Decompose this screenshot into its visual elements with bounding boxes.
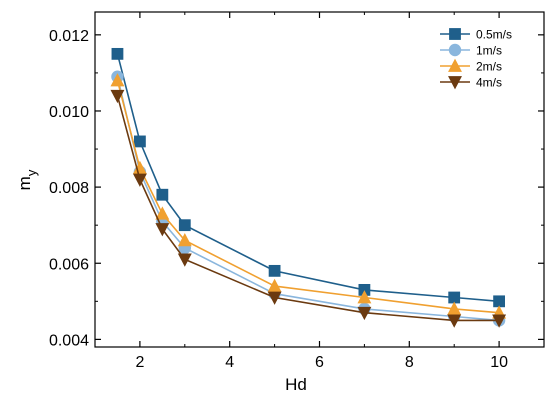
x-axis-label: Hd — [285, 375, 307, 394]
legend-marker — [449, 28, 461, 40]
series-line — [116, 95, 500, 322]
series-3 — [110, 73, 507, 319]
y-tick-label: 0.006 — [49, 256, 89, 273]
series-4 — [110, 89, 507, 328]
legend: 0.5m/s 1m/s 2m/s 4m/s — [440, 28, 512, 90]
legend-item: 0.5m/s — [440, 28, 512, 42]
y-axis-label-sub: y — [24, 169, 39, 176]
data-point — [155, 206, 170, 220]
data-point — [267, 291, 282, 305]
data-point — [267, 278, 282, 292]
data-point — [110, 89, 125, 104]
data-point — [110, 73, 125, 87]
legend-marker — [448, 76, 462, 90]
legend-marker — [448, 43, 462, 57]
y-tick-label: 0.012 — [49, 28, 89, 45]
x-tick-label: 6 — [315, 354, 324, 371]
data-point — [155, 223, 170, 237]
data-point — [448, 291, 461, 304]
data-point — [268, 264, 281, 277]
series-2 — [111, 70, 506, 327]
legend-label: 1m/s — [476, 44, 502, 58]
svg-text:my: my — [15, 169, 39, 190]
data-point — [177, 253, 192, 267]
y-tick-label: 0.004 — [49, 332, 89, 349]
x-tick-label: 8 — [405, 354, 414, 371]
series-line — [116, 76, 500, 322]
series-line — [116, 53, 500, 303]
data-point — [132, 173, 147, 187]
axis-ticks: 2 4 6 8 10 0.004 0.006 0.008 0.010 0.012 — [49, 12, 545, 371]
data-point — [133, 135, 146, 148]
x-tick-label: 4 — [225, 354, 234, 371]
y-axis-label: my — [15, 169, 39, 190]
legend-item: 4m/s — [440, 76, 502, 90]
data-point — [447, 301, 462, 315]
x-tick-label: 10 — [490, 354, 508, 371]
data-point — [177, 233, 192, 247]
data-point — [447, 314, 462, 328]
legend-label: 2m/s — [476, 60, 502, 74]
data-point — [492, 314, 507, 328]
legend-item: 2m/s — [440, 58, 502, 74]
data-point — [178, 219, 191, 232]
data-point — [357, 306, 372, 321]
legend-label: 4m/s — [476, 76, 502, 90]
x-tick-label: 2 — [135, 354, 144, 371]
y-tick-label: 0.010 — [49, 104, 89, 121]
series-1 — [111, 47, 506, 308]
data-point — [493, 295, 506, 308]
legend-item: 1m/s — [440, 44, 502, 58]
legend-label: 0.5m/s — [476, 28, 512, 42]
data-point — [357, 290, 372, 304]
data-point — [111, 47, 124, 60]
y-axis-label-main: m — [15, 176, 34, 190]
legend-marker — [448, 58, 462, 72]
series-layer — [110, 47, 507, 328]
data-point — [156, 188, 169, 201]
y-tick-label: 0.008 — [49, 180, 89, 197]
